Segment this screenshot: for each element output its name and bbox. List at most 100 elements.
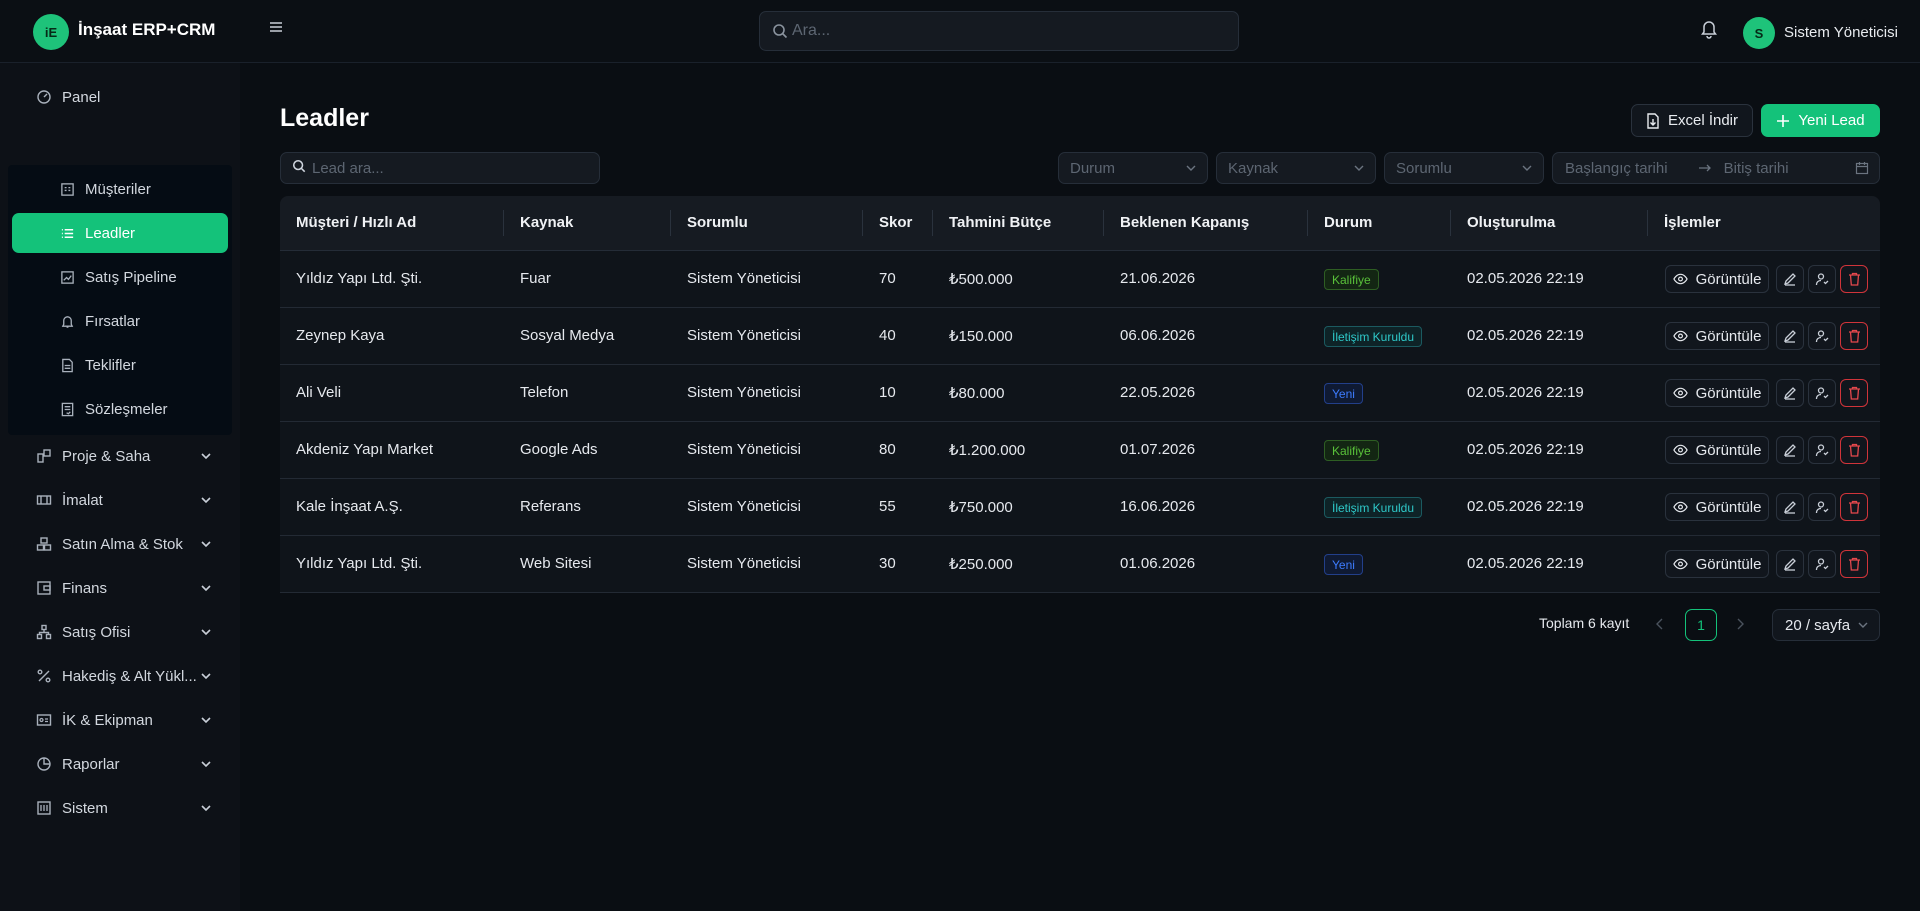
- excel-download-label: Excel İndir: [1667, 112, 1739, 129]
- plus-icon: [1776, 114, 1790, 128]
- lead-search[interactable]: Lead ara...: [280, 152, 600, 184]
- date-range-picker[interactable]: Başlangıç tarihi Bitiş tarihi: [1552, 152, 1880, 184]
- status-badge: Kalifiye: [1324, 269, 1379, 290]
- status-badge: Yeni: [1324, 554, 1363, 575]
- cell-owner: Sistem Yöneticisi: [687, 441, 801, 458]
- delete-button[interactable]: [1840, 379, 1868, 407]
- column-header[interactable]: Tahmini Bütçe: [949, 214, 1052, 231]
- sidebar-item-imalat[interactable]: İmalat: [12, 480, 228, 520]
- sidebar-item-satis-ofisi[interactable]: Satış Ofisi: [12, 612, 228, 652]
- column-header[interactable]: Sorumlu: [687, 214, 748, 231]
- delete-button[interactable]: [1840, 265, 1868, 293]
- assign-user-button[interactable]: [1808, 436, 1836, 464]
- dashboard-icon: [36, 89, 52, 105]
- view-button[interactable]: Görüntüle: [1665, 322, 1769, 350]
- end-date-input[interactable]: Bitiş tarihi: [1723, 159, 1789, 177]
- table-row[interactable]: Akdeniz Yapı Market Google Ads Sistem Yöne…: [280, 422, 1880, 479]
- delete-button[interactable]: [1840, 322, 1868, 350]
- chevron-left-icon[interactable]: [1654, 617, 1666, 634]
- view-button[interactable]: Görüntüle: [1665, 493, 1769, 521]
- start-date-input[interactable]: Başlangıç tarihi: [1565, 159, 1668, 177]
- cell-source: Fuar: [520, 270, 551, 287]
- pagination-current-page[interactable]: 1: [1685, 609, 1717, 641]
- chevron-right-icon[interactable]: [1734, 617, 1746, 634]
- pencil-icon: [1783, 500, 1797, 514]
- user-avatar[interactable]: S: [1743, 17, 1775, 49]
- view-button[interactable]: Görüntüle: [1665, 379, 1769, 407]
- column-header[interactable]: Müşteri / Hızlı Ad: [296, 214, 417, 231]
- assign-user-button[interactable]: [1808, 265, 1836, 293]
- delete-button[interactable]: [1840, 550, 1868, 578]
- column-header[interactable]: Kaynak: [520, 214, 574, 231]
- view-button[interactable]: Görüntüle: [1665, 550, 1769, 578]
- table-row[interactable]: Ali Veli Telefon Sistem Yöneticisi 10 ₺80.00…: [280, 365, 1880, 422]
- column-divider: [862, 210, 863, 236]
- chevron-down-icon: [200, 493, 212, 510]
- table-row[interactable]: Zeynep Kaya Sosyal Medya Sistem Yöneticisi…: [280, 308, 1880, 365]
- column-header[interactable]: Oluşturulma: [1467, 214, 1556, 231]
- cell-customer: Yıldız Yapı Ltd. Şti.: [296, 270, 423, 287]
- edit-button[interactable]: [1776, 436, 1804, 464]
- column-divider: [1450, 210, 1451, 236]
- status-filter-select[interactable]: Durum: [1058, 152, 1208, 184]
- owner-filter-select[interactable]: Sorumlu: [1384, 152, 1544, 184]
- excel-download-button[interactable]: Excel İndir: [1631, 104, 1753, 137]
- delete-button[interactable]: [1840, 493, 1868, 521]
- user-assign-icon: [1815, 386, 1829, 400]
- assign-user-button[interactable]: [1808, 550, 1836, 578]
- trash-icon: [1848, 500, 1861, 514]
- sidebar-item-sozlesmeler[interactable]: Sözleşmeler: [12, 389, 228, 429]
- column-header[interactable]: Durum: [1324, 214, 1373, 231]
- sidebar-item-satin-alma-stok[interactable]: Satın Alma & Stok: [12, 524, 228, 564]
- sidebar-item-proje-saha[interactable]: Proje & Saha: [12, 436, 228, 476]
- user-assign-icon: [1815, 500, 1829, 514]
- assign-user-button[interactable]: [1808, 322, 1836, 350]
- sidebar-item-ik-ekipman[interactable]: İK & Ekipman: [12, 700, 228, 740]
- sidebar-item-leadler[interactable]: Leadler: [12, 213, 228, 253]
- cell-created: 02.05.2026 22:19: [1467, 327, 1584, 344]
- delete-button[interactable]: [1840, 436, 1868, 464]
- view-button[interactable]: Görüntüle: [1665, 436, 1769, 464]
- edit-button[interactable]: [1776, 493, 1804, 521]
- cell-budget: ₺250.000: [949, 556, 1013, 573]
- assign-user-button[interactable]: [1808, 493, 1836, 521]
- sidebar-item-sistem[interactable]: Sistem: [12, 788, 228, 828]
- project-icon: [36, 448, 52, 464]
- view-button[interactable]: Görüntüle: [1665, 265, 1769, 293]
- column-header[interactable]: Beklenen Kapanış: [1120, 214, 1250, 231]
- global-search-input[interactable]: [792, 12, 1232, 50]
- eye-icon: [1672, 501, 1688, 513]
- sidebar-item-finans[interactable]: Finans: [12, 568, 228, 608]
- cell-score: 40: [879, 327, 896, 344]
- menu-toggle-icon[interactable]: [268, 19, 290, 41]
- trash-icon: [1848, 386, 1861, 400]
- sidebar-item-hakedis[interactable]: Hakediş & Alt Yükl...: [12, 656, 228, 696]
- sidebar-item-panel[interactable]: Panel: [12, 77, 228, 117]
- user-name[interactable]: Sistem Yöneticisi: [1784, 24, 1898, 41]
- cell-customer: Akdeniz Yapı Market: [296, 441, 434, 458]
- sidebar-item-teklifler[interactable]: Teklifler: [12, 345, 228, 385]
- sidebar-item-firsatlar[interactable]: Fırsatlar: [12, 301, 228, 341]
- global-search[interactable]: [759, 11, 1239, 51]
- edit-button[interactable]: [1776, 550, 1804, 578]
- file-download-icon: [1646, 112, 1660, 129]
- table-row[interactable]: Yıldız Yapı Ltd. Şti. Web Sitesi Sistem Yö…: [280, 536, 1880, 593]
- assign-user-button[interactable]: [1808, 379, 1836, 407]
- sidebar-item-satis-pipeline[interactable]: Satış Pipeline: [12, 257, 228, 297]
- source-filter-select[interactable]: Kaynak: [1216, 152, 1376, 184]
- notification-bell-icon[interactable]: [1700, 19, 1718, 42]
- edit-button[interactable]: [1776, 379, 1804, 407]
- column-header[interactable]: Skor: [879, 214, 913, 231]
- edit-button[interactable]: [1776, 265, 1804, 293]
- cell-close-date: 01.07.2026: [1120, 441, 1196, 458]
- page-size-select[interactable]: 20 / sayfa: [1772, 609, 1880, 641]
- status-badge: Yeni: [1324, 383, 1363, 404]
- table-row[interactable]: Kale İnşaat A.Ş. Referans Sistem Yöneticis…: [280, 479, 1880, 536]
- sidebar-item-musteriler[interactable]: Müşteriler: [12, 169, 228, 209]
- edit-button[interactable]: [1776, 322, 1804, 350]
- table-row[interactable]: Yıldız Yapı Ltd. Şti. Fuar Sistem Yönetici…: [280, 251, 1880, 308]
- new-lead-button[interactable]: Yeni Lead: [1761, 104, 1880, 137]
- sidebar-item-raporlar[interactable]: Raporlar: [12, 744, 228, 784]
- sidebar-item-label: Satış Pipeline: [85, 268, 177, 286]
- sidebar-item-label: Sözleşmeler: [85, 400, 168, 418]
